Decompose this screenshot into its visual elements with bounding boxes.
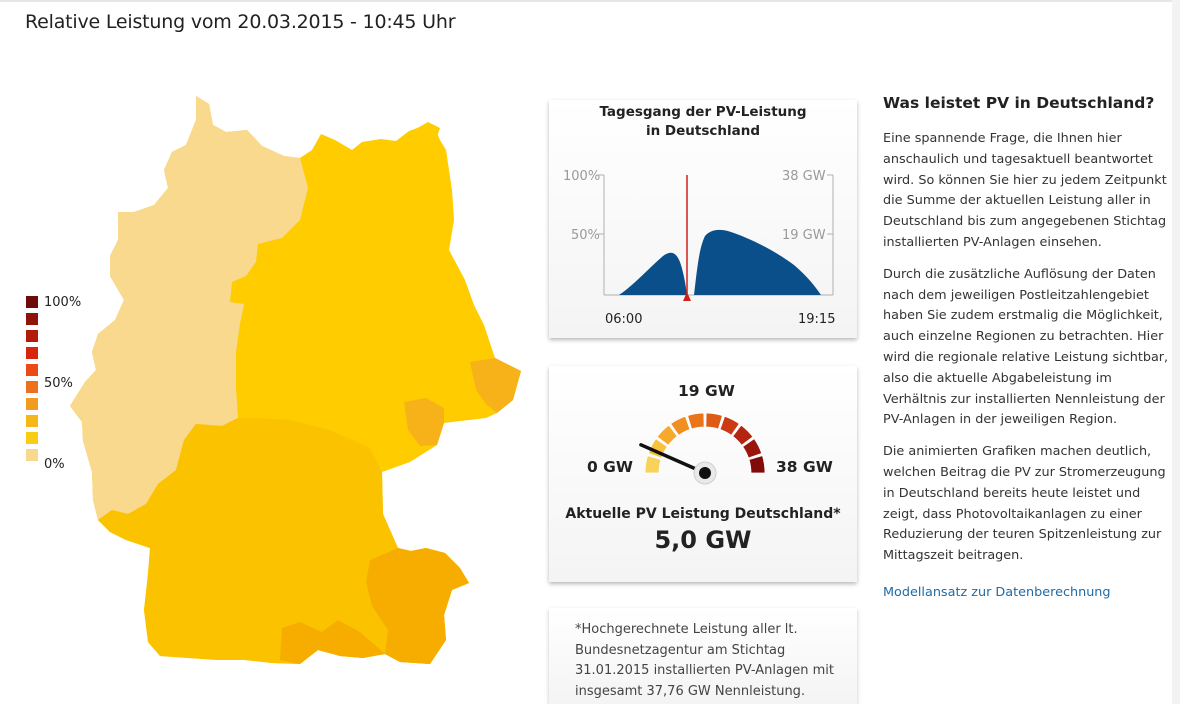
legend-swatch: [26, 330, 38, 342]
legend-label-100: 100%: [44, 295, 82, 310]
gauge-segment: [644, 455, 662, 474]
gauge-needle: [639, 443, 707, 475]
daily-chart-card: Tagesgang der PV-Leistung in Deutschland…: [549, 100, 857, 338]
gauge-segment: [687, 412, 705, 430]
info-sidebar: Was leistet PV in Deutschland? Eine span…: [883, 94, 1173, 603]
x-end-label: 19:15: [798, 312, 835, 327]
legend-swatch: [26, 415, 38, 427]
map-region-east-2[interactable]: [404, 398, 444, 446]
gauge-segment: [670, 415, 691, 436]
map-legend: 100% 50% 0%: [26, 295, 106, 476]
map-region-southeast[interactable]: [366, 548, 469, 664]
legend-swatch: [26, 296, 38, 308]
page-title: Relative Leistung vom 20.03.2015 - 10:45…: [25, 11, 456, 33]
gauge-segment: [732, 424, 754, 446]
gauge-max-label: 38 GW: [776, 458, 833, 476]
gauge-segment: [705, 412, 723, 430]
map-region-island[interactable]: [414, 122, 440, 142]
sidebar-paragraph-2: Durch die zusätzliche Auflösung der Date…: [883, 266, 1169, 428]
sidebar-paragraph-1: Eine spannende Frage, die Ihnen hier ans…: [883, 131, 1167, 250]
daily-chart[interactable]: 100% 50% 38 GW 19 GW 06:00 19:15: [549, 100, 857, 338]
y-left-top-label: 100%: [563, 169, 600, 184]
pv-power-area: [619, 229, 821, 295]
sidebar-paragraph-3: Die animierten Grafiken machen deutlich,…: [883, 444, 1166, 564]
legend-label-50: 50%: [44, 376, 73, 391]
germany-map[interactable]: [0, 0, 540, 704]
gauge-min-label: 0 GW: [587, 458, 633, 476]
gauge-card: 19 GW 0 GW 38 GW Aktuelle PV Leistung De…: [549, 366, 857, 582]
legend-swatch: [26, 313, 38, 325]
legend-swatch: [26, 347, 38, 359]
gauge-caption: Aktuelle PV Leistung Deutschland*: [565, 506, 841, 522]
model-approach-link[interactable]: Modellansatz zur Datenberechnung: [883, 584, 1111, 600]
y-right-top-label: 38 GW: [782, 169, 826, 184]
legend-label-0: 0%: [44, 457, 65, 472]
daily-chart-title: Tagesgang der PV-Leistung in Deutschland: [549, 103, 857, 141]
legend-swatch: [26, 432, 38, 444]
daily-chart-title-line1: Tagesgang der PV-Leistung: [599, 104, 807, 120]
gauge-segment: [719, 415, 740, 436]
daily-chart-title-line2: in Deutschland: [645, 123, 761, 139]
power-gauge: 19 GW 0 GW 38 GW: [587, 382, 833, 485]
scrollbar[interactable]: [1172, 0, 1180, 704]
gauge-segment: [748, 455, 766, 474]
legend-swatch: [26, 364, 38, 376]
legend-swatch: [26, 381, 38, 393]
y-right-mid-label: 19 GW: [782, 228, 826, 243]
gauge-top-label: 19 GW: [678, 382, 735, 400]
gauge-segment: [742, 438, 763, 459]
gauge-hub: [699, 467, 711, 479]
map-region-east-1[interactable]: [470, 358, 521, 413]
legend-swatch: [26, 449, 38, 461]
top-divider: [0, 0, 1180, 2]
sidebar-heading: Was leistet PV in Deutschland?: [883, 94, 1155, 112]
map-region-west[interactable]: [70, 96, 308, 520]
current-time-marker: [683, 292, 691, 301]
gauge-value: 5,0 GW: [654, 526, 752, 554]
footnote-card: *Hochgerechnete Leistung aller lt. Bunde…: [549, 608, 857, 704]
footnote-text: *Hochgerechnete Leistung aller lt. Bunde…: [575, 622, 834, 699]
y-left-mid-label: 50%: [571, 228, 600, 243]
legend-swatch: [26, 398, 38, 410]
gauge-segment: [656, 424, 678, 446]
map-region-alps[interactable]: [280, 620, 385, 664]
x-start-label: 06:00: [605, 312, 642, 327]
